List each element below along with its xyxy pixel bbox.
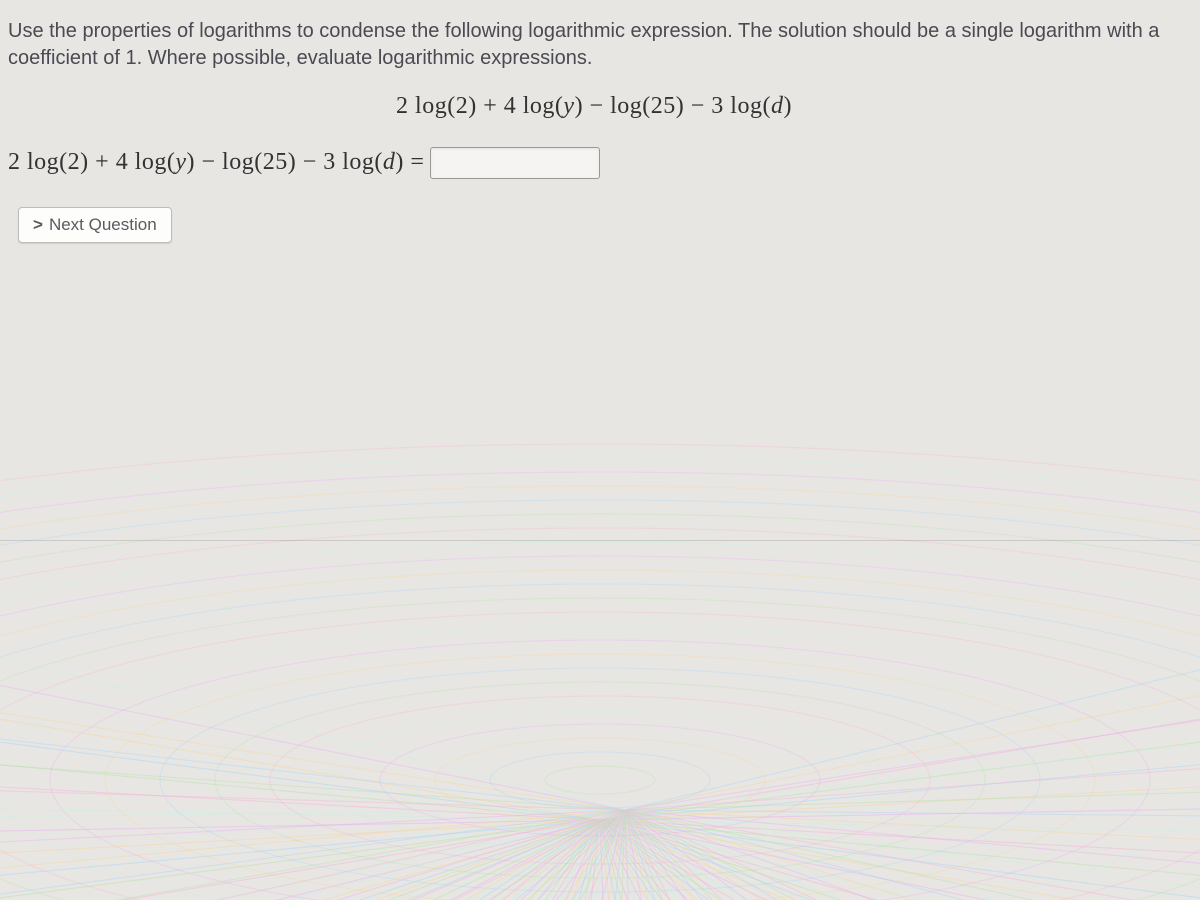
answer-row: 2 log(2) + 4 log(y) − log(25) − 3 log(d)… [8,146,1180,178]
expr-var-y: y [563,93,574,119]
answer-expr-part: ) = [395,146,424,178]
answer-var-d: d [383,146,396,178]
answer-expr-part: 2 log(2) + 4 log( [8,146,175,178]
answer-expr-part: ) − log(25) − 3 log( [187,146,383,178]
next-question-label: Next Question [49,215,157,235]
answer-input[interactable] [430,147,600,179]
expr-part: 2 log(2) + 4 log( [396,93,563,119]
next-question-button[interactable]: > Next Question [18,207,172,243]
decorative-moire-background [0,320,1200,900]
expr-part: ) − log(25) − 3 log( [575,93,771,119]
horizontal-divider [0,540,1200,541]
expr-part: ) [783,93,792,119]
math-expression-display: 2 log(2) + 4 log(y) − log(25) − 3 log(d) [8,90,1180,122]
answer-var-y: y [175,146,186,178]
question-instructions: Use the properties of logarithms to cond… [8,18,1180,72]
expr-var-d: d [771,93,784,119]
chevron-right-icon: > [33,215,43,235]
